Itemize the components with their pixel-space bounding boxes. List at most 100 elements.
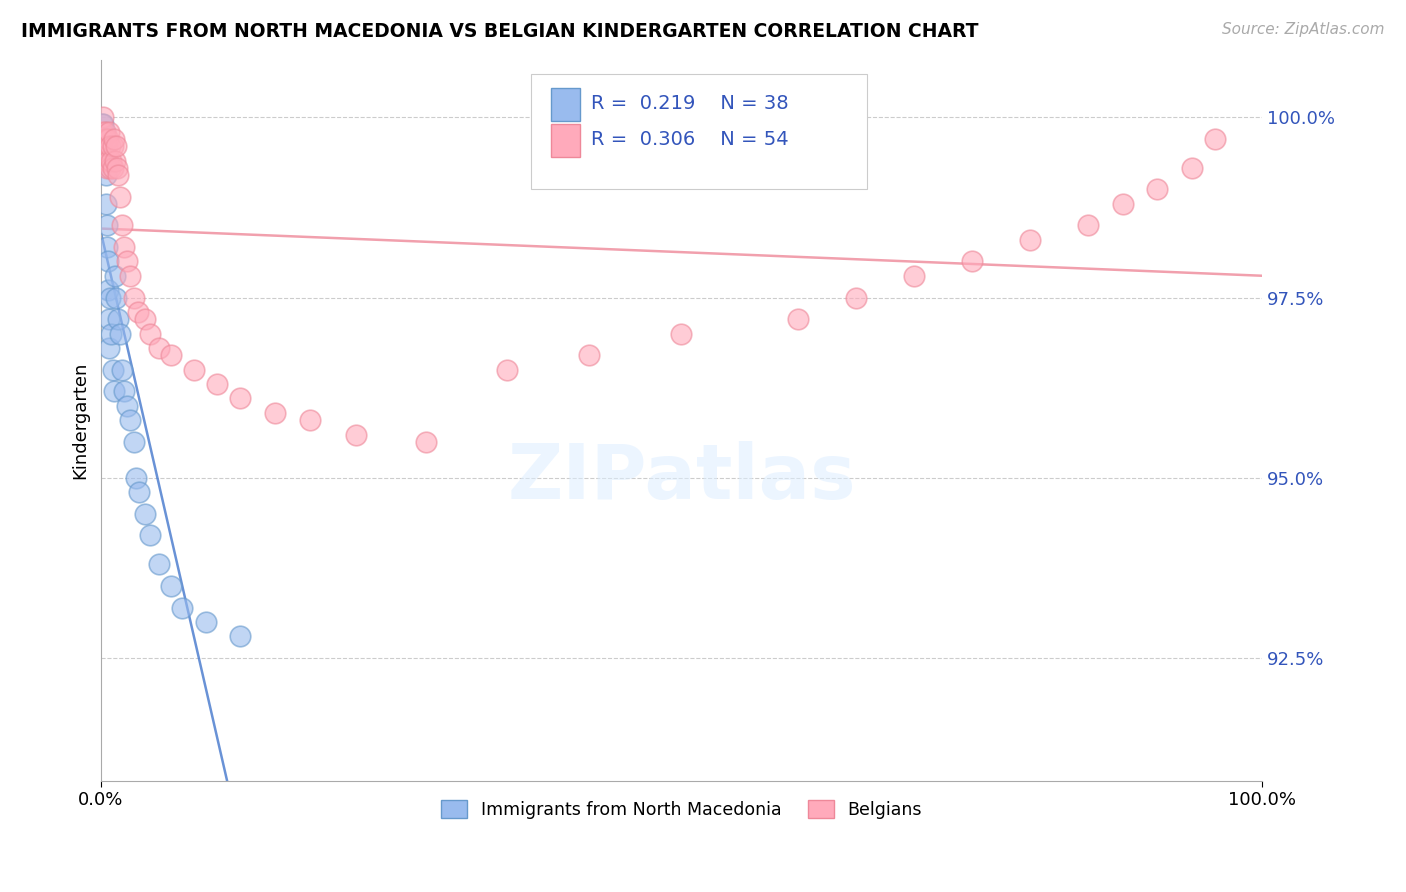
Point [786, 312, 808, 326]
Point [93, 153, 115, 168]
Point [159, 579, 181, 593]
Point [1018, 233, 1040, 247]
Point [845, 291, 868, 305]
Point [1204, 132, 1226, 146]
Point [94, 168, 117, 182]
Point [105, 291, 128, 305]
Point [1077, 219, 1099, 233]
Point [115, 254, 138, 268]
Point [93, 125, 115, 139]
Point [98, 291, 121, 305]
Point [122, 434, 145, 449]
Point [98, 341, 121, 355]
Point [98, 125, 121, 139]
Point [93, 125, 115, 139]
Point [96, 139, 118, 153]
Point [101, 161, 124, 175]
Point [91, 118, 114, 132]
Point [139, 528, 162, 542]
Point [108, 189, 131, 203]
Point [101, 362, 124, 376]
Point [97, 132, 120, 146]
Point [96, 161, 118, 175]
Point [100, 153, 122, 168]
Point [127, 305, 149, 319]
Point [98, 312, 121, 326]
Point [96, 219, 118, 233]
Point [97, 254, 120, 268]
Point [101, 139, 124, 153]
Point [112, 240, 135, 254]
Point [172, 600, 194, 615]
Point [578, 348, 600, 362]
Point [91, 125, 114, 139]
FancyBboxPatch shape [551, 88, 581, 121]
Point [903, 268, 925, 283]
Point [104, 153, 127, 168]
Text: R =  0.219    N = 38: R = 0.219 N = 38 [591, 95, 789, 113]
Point [111, 362, 134, 376]
Point [96, 240, 118, 254]
Point [122, 291, 145, 305]
FancyBboxPatch shape [530, 74, 868, 189]
Point [93, 110, 115, 124]
Point [97, 153, 120, 168]
Point [148, 341, 170, 355]
Point [100, 326, 122, 341]
Point [91, 132, 114, 146]
Point [128, 485, 150, 500]
Point [94, 196, 117, 211]
Point [148, 558, 170, 572]
Point [93, 132, 115, 146]
Point [159, 348, 181, 362]
Point [183, 362, 205, 376]
Point [346, 427, 368, 442]
Point [120, 268, 142, 283]
Point [105, 161, 128, 175]
Point [205, 377, 228, 392]
Point [229, 392, 252, 406]
Point [112, 384, 135, 399]
Point [134, 312, 156, 326]
Point [94, 153, 117, 168]
Point [93, 132, 115, 146]
Point [120, 413, 142, 427]
Text: Source: ZipAtlas.com: Source: ZipAtlas.com [1222, 22, 1385, 37]
Point [1146, 182, 1168, 196]
Point [91, 146, 114, 161]
Point [105, 139, 128, 153]
Point [1111, 196, 1133, 211]
Point [125, 471, 148, 485]
Point [264, 406, 287, 420]
Point [108, 326, 131, 341]
Point [93, 146, 115, 161]
Point [94, 132, 117, 146]
Point [415, 434, 437, 449]
Point [194, 615, 217, 629]
Point [111, 219, 134, 233]
Point [1181, 161, 1204, 175]
Point [93, 118, 115, 132]
Point [298, 413, 321, 427]
Point [229, 629, 252, 643]
FancyBboxPatch shape [551, 125, 581, 157]
Point [115, 399, 138, 413]
Text: IMMIGRANTS FROM NORTH MACEDONIA VS BELGIAN KINDERGARTEN CORRELATION CHART: IMMIGRANTS FROM NORTH MACEDONIA VS BELGI… [21, 22, 979, 41]
Point [98, 139, 121, 153]
Point [93, 146, 115, 161]
Legend: Immigrants from North Macedonia, Belgians: Immigrants from North Macedonia, Belgian… [434, 793, 929, 826]
Point [103, 384, 125, 399]
Point [960, 254, 983, 268]
Point [97, 283, 120, 297]
Text: ZIPatlas: ZIPatlas [508, 441, 856, 515]
Point [103, 132, 125, 146]
Point [134, 507, 156, 521]
Point [671, 326, 693, 341]
Point [107, 312, 129, 326]
Point [104, 268, 127, 283]
Point [139, 326, 162, 341]
Y-axis label: Kindergarten: Kindergarten [72, 361, 89, 479]
Point [107, 168, 129, 182]
Point [98, 161, 121, 175]
Text: R =  0.306    N = 54: R = 0.306 N = 54 [591, 130, 789, 149]
